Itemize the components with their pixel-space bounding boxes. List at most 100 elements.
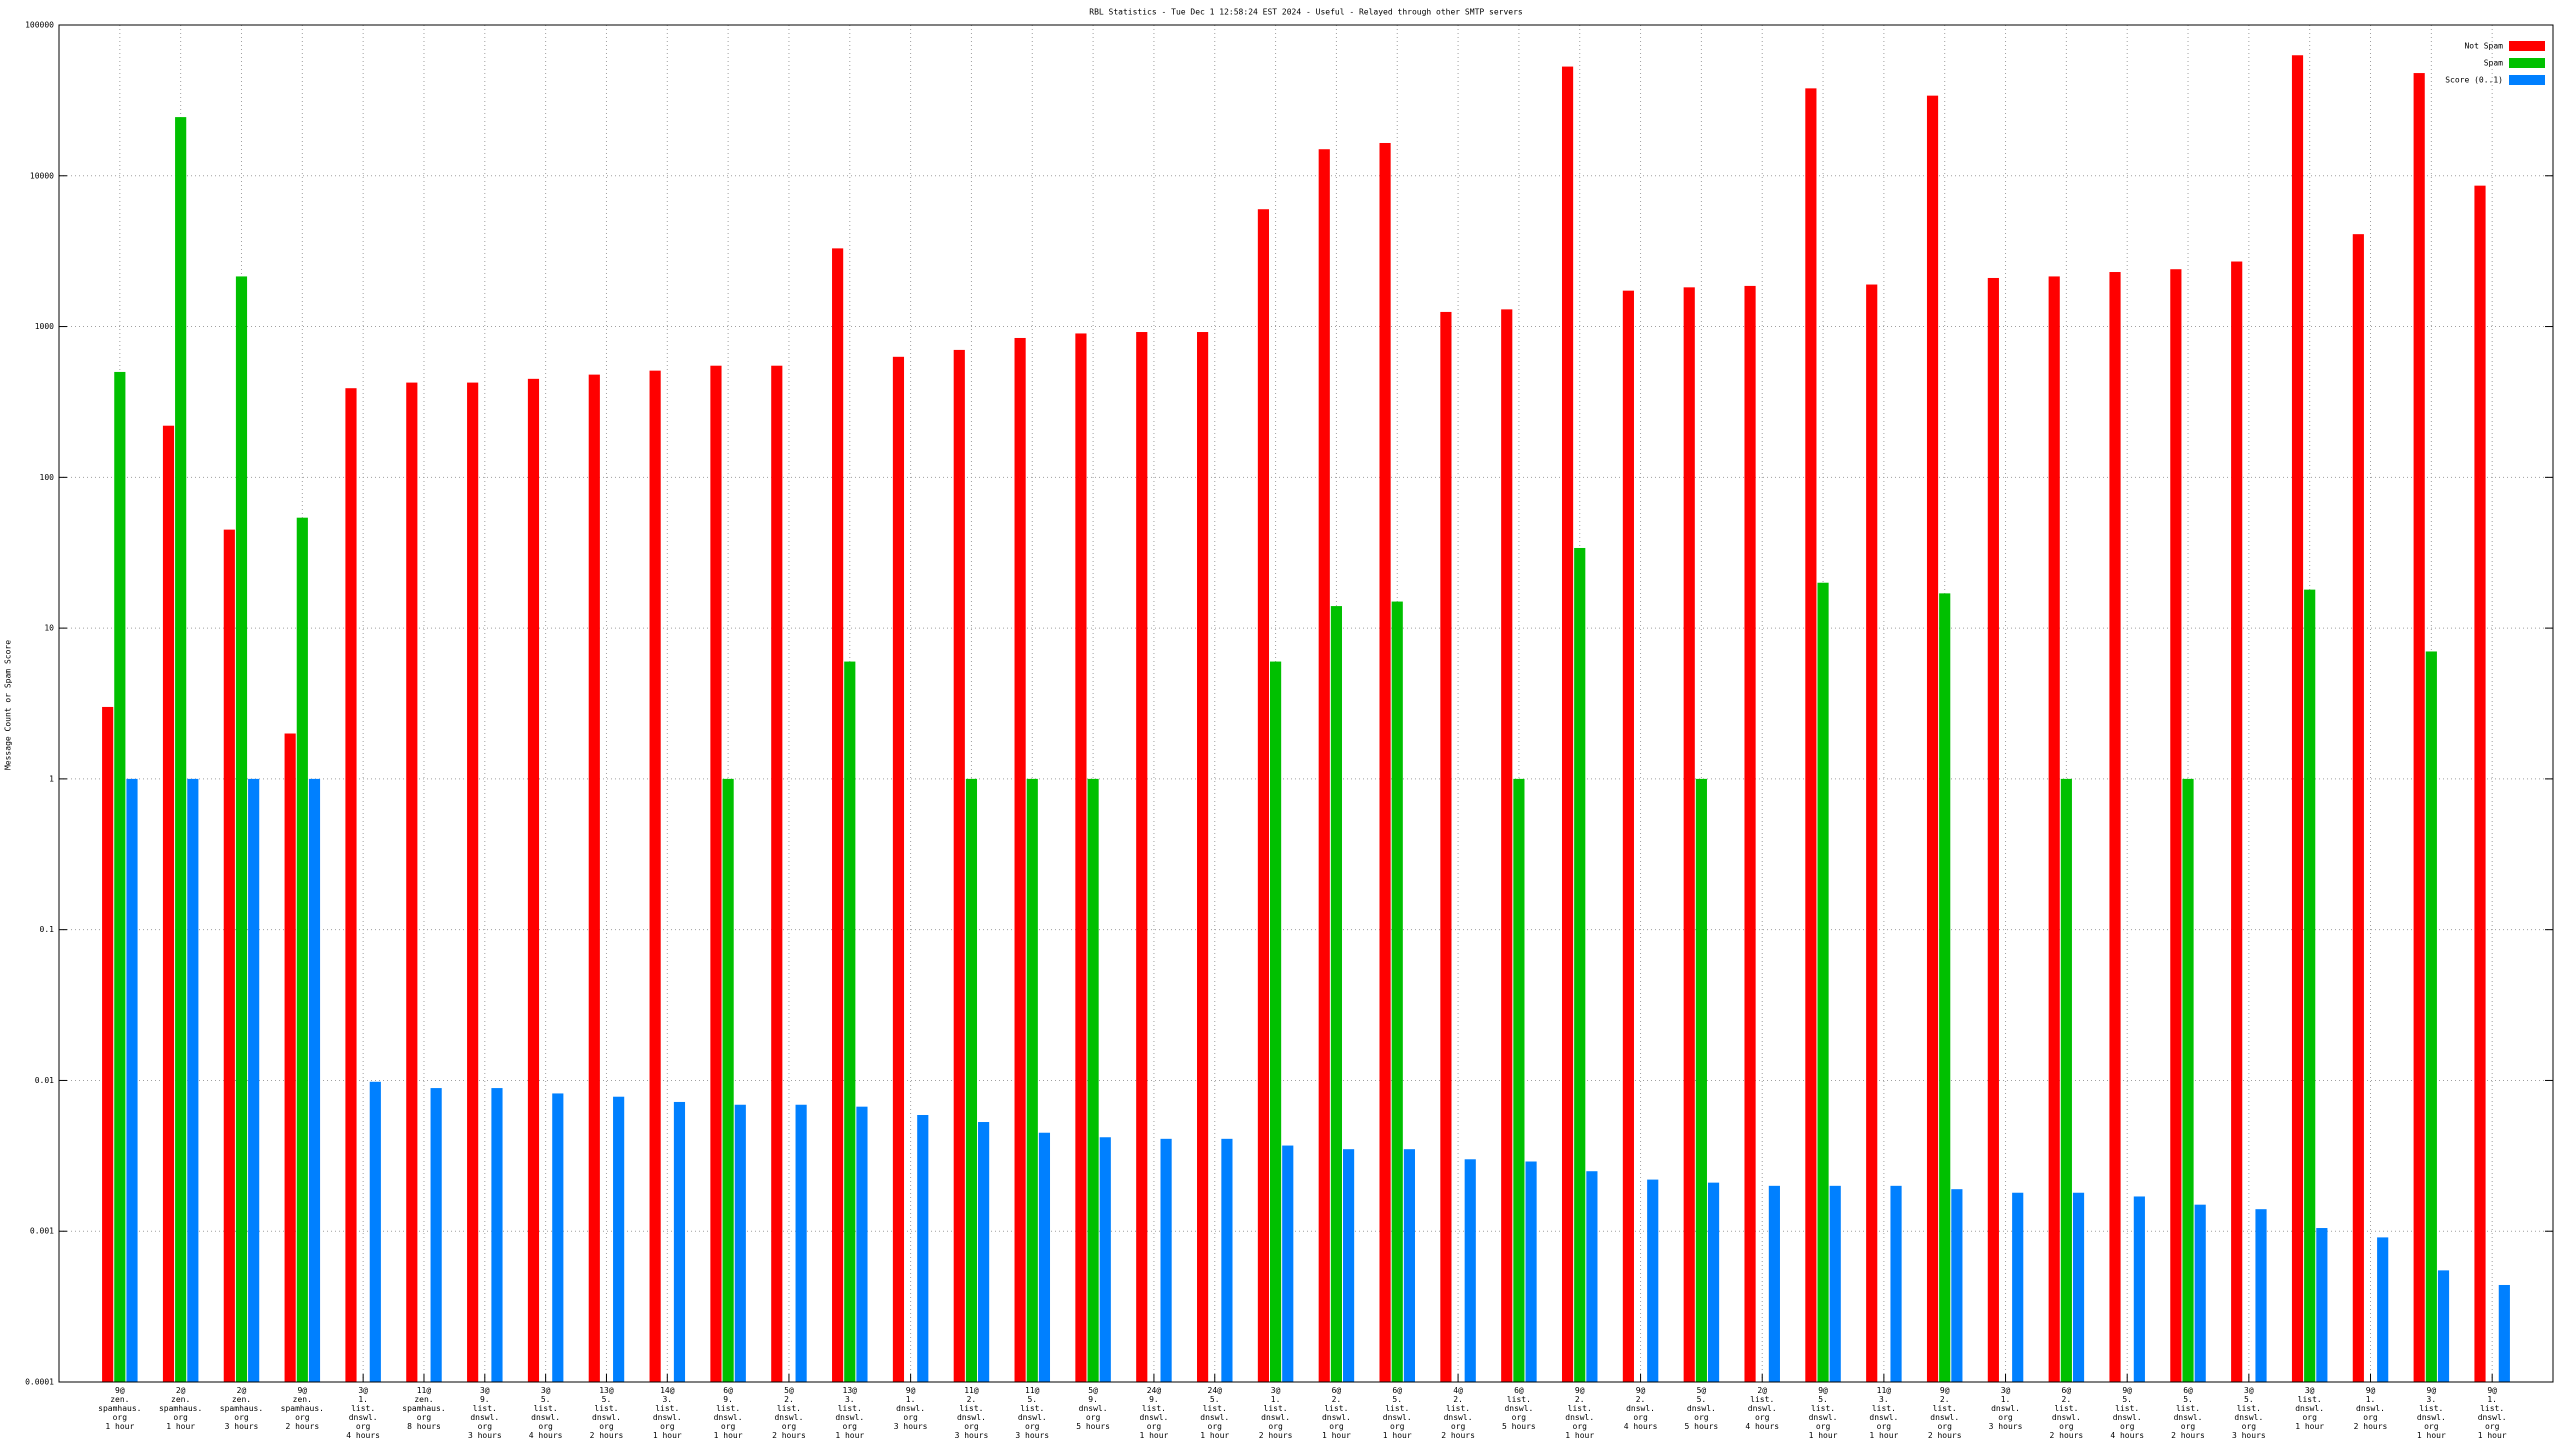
x-tick-label-line: 3 hours xyxy=(1989,1422,2023,1431)
x-tick-label: 13@ 5. list. dnswl. org 2 hours xyxy=(590,1386,624,1440)
bar xyxy=(296,517,308,1382)
x-tick-label-line: spamhaus. xyxy=(402,1404,445,1413)
x-tick-label-line: 4 hours xyxy=(1745,1422,1779,1431)
x-tick-label-line: 5 hours xyxy=(1076,1422,1110,1431)
x-tick-label-line: 13@ xyxy=(843,1386,858,1395)
x-tick-label-line: org xyxy=(1512,1413,1527,1422)
x-tick-label-line: 11@ xyxy=(1025,1386,1040,1395)
x-tick-label: 3@ 9. list. dnswl. org 3 hours xyxy=(468,1386,502,1440)
x-tick-label-line: 3 hours xyxy=(955,1431,989,1440)
x-tick-label: 9@ 2. list. dnswl. org 1 hour xyxy=(1565,1386,1594,1440)
x-tick-label-line: dnswl. xyxy=(1565,1413,1594,1422)
bar xyxy=(467,382,479,1382)
x-tick-label-line: 2. xyxy=(2062,1395,2072,1404)
x-tick-label-line: 5. xyxy=(1818,1395,1828,1404)
x-tick-label-line: org xyxy=(417,1413,432,1422)
x-tick-label-line: 3. xyxy=(845,1395,855,1404)
x-tick-label-line: 1 hour xyxy=(1565,1431,1594,1440)
x-tick-label-line: 3. xyxy=(1879,1395,1889,1404)
bar xyxy=(235,276,248,1383)
x-tick-label-line: dnswl. xyxy=(1626,1404,1655,1413)
bar xyxy=(1622,290,1634,1383)
bar xyxy=(965,778,978,1382)
x-tick-label-line: org xyxy=(1755,1413,1770,1422)
x-tick-label-line: 3 hours xyxy=(468,1431,502,1440)
legend-label: Score (0..1) xyxy=(2445,76,2503,85)
x-tick-label: 6@ 5. list. dnswl. org 1 hour xyxy=(1383,1386,1412,1440)
x-tick-label: 6@ 2. list. dnswl. org 2 hours xyxy=(2050,1386,2084,1440)
x-tick-label-line: 3@ xyxy=(541,1386,551,1395)
x-tick-label-line: dnswl. xyxy=(2417,1413,2446,1422)
x-tick-label-line: org xyxy=(1937,1422,1952,1431)
x-tick-label-line: 24@ xyxy=(1208,1386,1223,1395)
x-tick-label-line: 1 hour xyxy=(2478,1431,2507,1440)
bar xyxy=(734,1104,746,1382)
x-tick-label-line: 9@ xyxy=(906,1386,916,1395)
x-tick-label-line: 5@ xyxy=(1088,1386,1098,1395)
x-tick-label: 11@ zen. spamhaus. org 8 hours xyxy=(402,1386,445,1431)
x-tick-label-line: org xyxy=(1451,1422,1466,1431)
y-tick-label: 10000 xyxy=(30,171,54,180)
x-tick-label-line: 1 hour xyxy=(2295,1422,2324,1431)
x-tick-label-line: list. xyxy=(1446,1404,1470,1413)
bar xyxy=(2170,269,2182,1382)
x-tick-label-line: list. xyxy=(2054,1404,2078,1413)
x-tick-label-line: list. xyxy=(1750,1395,1774,1404)
x-tick-label-line: list. xyxy=(2298,1395,2322,1404)
x-tick-label-line: 5. xyxy=(1210,1395,1220,1404)
bar xyxy=(1647,1179,1659,1382)
x-tick-label-line: list. xyxy=(716,1404,740,1413)
x-tick-label-line: dnswl. xyxy=(896,1404,925,1413)
x-tick-label-line: dnswl. xyxy=(2174,1413,2203,1422)
x-tick-label-line: org xyxy=(2424,1422,2439,1431)
x-tick-label-line: 5@ xyxy=(784,1386,794,1395)
x-tick-label-line: 2 hours xyxy=(2354,1422,2388,1431)
x-tick-label-line: list. xyxy=(2237,1404,2261,1413)
x-tick-label: 6@ 9. list. dnswl. org 1 hour xyxy=(714,1386,743,1440)
x-tick-label: 24@ 9. list. dnswl. org 1 hour xyxy=(1139,1386,1168,1440)
bar xyxy=(1513,778,1525,1382)
bar xyxy=(2182,778,2194,1382)
bar xyxy=(2377,1237,2389,1382)
x-tick-label: 5@ 2. list. dnswl. org 2 hours xyxy=(772,1386,806,1440)
x-tick-label-line: 1 hour xyxy=(1383,1431,1412,1440)
x-tick-label-line: 14@ xyxy=(660,1386,675,1395)
x-tick-label-line: 2. xyxy=(784,1395,794,1404)
x-tick-label-line: 5 hours xyxy=(1685,1422,1719,1431)
x-tick-label: 3@ list. dnswl. org 1 hour xyxy=(2295,1386,2324,1431)
bar xyxy=(1926,95,1939,1382)
x-tick-label: 2@ zen. spamhaus. org 1 hour xyxy=(159,1386,202,1431)
x-tick-label: 6@ 5. list. dnswl. org 2 hours xyxy=(2171,1386,2205,1440)
y-tick-label: 0.0001 xyxy=(25,1378,54,1387)
bar xyxy=(710,365,722,1382)
x-tick-label-line: org xyxy=(478,1422,493,1431)
x-tick-label-line: dnswl. xyxy=(1200,1413,1229,1422)
bar xyxy=(771,365,783,1382)
bar xyxy=(175,117,187,1382)
x-tick-label: 9@ 2. list. dnswl. org 2 hours xyxy=(1928,1386,1962,1440)
x-tick-label: 6@ 2. list. dnswl. org 1 hour xyxy=(1322,1386,1351,1440)
bar xyxy=(1099,1137,1111,1382)
y-tick-label: 1 xyxy=(49,774,54,783)
bar xyxy=(1683,287,1695,1383)
x-tick-label-line: 2. xyxy=(1332,1395,1342,1404)
x-tick-label: 9@ 2. dnswl. org 4 hours xyxy=(1624,1386,1658,1431)
chart-title: RBL Statistics - Tue Dec 1 12:58:24 EST … xyxy=(1089,8,1523,17)
x-tick-label-line: zen. xyxy=(110,1395,129,1404)
x-tick-label-line: org xyxy=(1329,1422,1344,1431)
x-tick-label-line: 2. xyxy=(1453,1395,1463,1404)
x-tick-label-line: 2@ xyxy=(176,1386,186,1395)
x-tick-label-line: dnswl. xyxy=(1991,1404,2020,1413)
x-tick-label: 9@ 1. list. dnswl. org 1 hour xyxy=(2478,1386,2507,1440)
x-tick-label-line: dnswl. xyxy=(1687,1404,1716,1413)
bar xyxy=(2012,1192,2024,1382)
x-tick-label: 9@ 5. list. dnswl. org 4 hours xyxy=(2110,1386,2144,1440)
y-tick-label: 1000 xyxy=(35,322,54,331)
x-tick-label-line: list. xyxy=(534,1404,558,1413)
bar xyxy=(1561,66,1574,1382)
x-tick-label-line: org xyxy=(1816,1422,1831,1431)
bar xyxy=(2109,272,2121,1383)
x-tick-label-line: 5. xyxy=(541,1395,551,1404)
